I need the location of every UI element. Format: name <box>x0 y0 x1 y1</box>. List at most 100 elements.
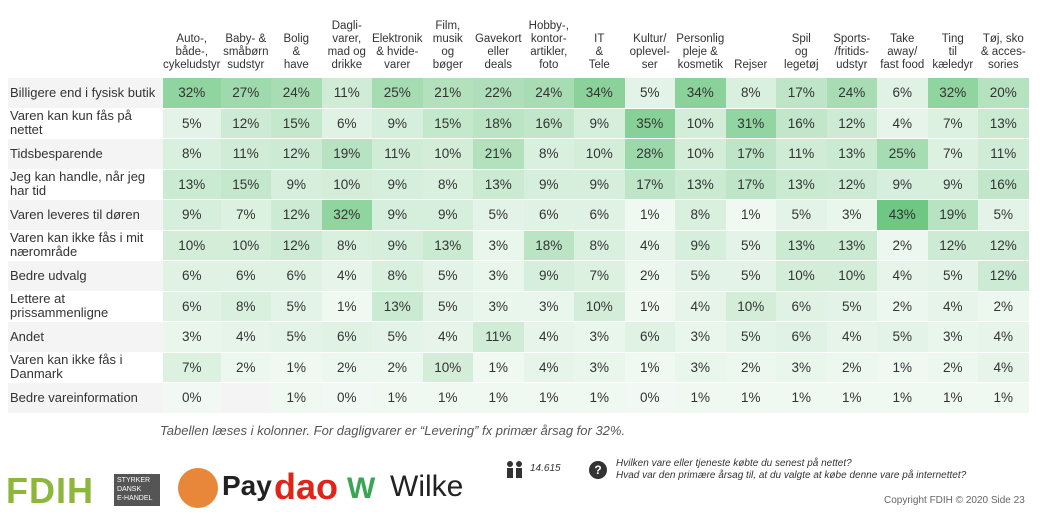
cell: 7% <box>220 199 272 231</box>
cell: 6% <box>523 199 575 231</box>
cell: 2% <box>826 352 878 383</box>
column-header: Film, musik og bøger <box>432 20 463 71</box>
cell: 10% <box>321 169 373 200</box>
cell: 4% <box>978 321 1029 353</box>
people-icon <box>507 461 522 478</box>
cell: 3% <box>776 352 827 383</box>
cell: 2% <box>877 230 928 261</box>
row-label: Varen kan ikke fås i mit nærområde <box>8 230 163 261</box>
cell: 9% <box>422 199 474 231</box>
row: Andet 3% 4% 5% 6% 5% 4% 11% 4% 3% 6% 3% 5% 6% 4% 5% 3% 4% <box>8 321 1029 353</box>
cell: 12% <box>271 230 322 261</box>
header-row: Auto-, både-, cykeludstyr Baby- & småbørn… <box>8 14 1029 78</box>
cell: 2% <box>321 352 373 383</box>
cell: 5% <box>675 260 726 292</box>
row: Varen kan ikke fås i Danmark 7% 2% 1% 2% 2% 10… <box>8 352 1029 383</box>
cell: 5% <box>473 199 524 231</box>
questions: Hvilken vare eller tjeneste købte du sen… <box>616 458 966 482</box>
cell: 1% <box>372 382 423 414</box>
question: Hvad var den primære årsag til, at du va… <box>616 470 967 481</box>
cell: 5% <box>877 321 928 353</box>
cell: 10% <box>826 260 878 292</box>
cell: 22% <box>473 78 524 109</box>
cell: 3% <box>574 352 625 383</box>
cell: 4% <box>523 321 575 353</box>
cell: 3% <box>163 321 221 353</box>
cell: 2% <box>877 291 928 322</box>
cell: 4% <box>624 230 676 261</box>
cell: 1% <box>271 382 322 414</box>
cell: 2% <box>725 352 777 383</box>
cell: 34% <box>675 78 726 109</box>
cell: 3% <box>473 260 524 292</box>
cell: 9% <box>877 169 928 200</box>
row: Varen kan ikke fås i mit nærområde 10% 10%… <box>8 230 1029 261</box>
row: Varen leveres til døren 9% 7% 12% 32% 9% 9% 5% 6… <box>8 199 1029 231</box>
cell: 10% <box>574 291 625 322</box>
cell: 5% <box>624 78 676 109</box>
cell: 6% <box>321 321 373 353</box>
cell: 1% <box>624 291 676 322</box>
cell: 12% <box>978 230 1029 261</box>
cell: 25% <box>877 138 928 170</box>
cell: 10% <box>422 138 474 170</box>
cell: 1% <box>321 291 373 322</box>
logo-w: W <box>347 472 376 505</box>
cell: 18% <box>473 108 524 139</box>
cell: 8% <box>321 230 373 261</box>
cell: 2% <box>220 352 272 383</box>
column-header: Sports- /fritids- udstyr <box>833 33 871 71</box>
cell: 7% <box>574 260 625 292</box>
cell: 5% <box>725 260 777 292</box>
cell: 5% <box>826 291 878 322</box>
cell: 2% <box>624 260 676 292</box>
cell: 5% <box>776 199 827 231</box>
cell: 3% <box>826 199 878 231</box>
column-header: Hobby-, kontor- artikler, foto <box>528 20 569 71</box>
cell: 5% <box>271 321 322 353</box>
cell: 3% <box>927 321 979 353</box>
cell: 9% <box>927 169 979 200</box>
row-label: Varen kan kun fås på nettet <box>8 108 163 139</box>
cell: 13% <box>422 230 474 261</box>
column-header: Bolig & have <box>283 33 310 71</box>
cell: 4% <box>220 321 272 353</box>
cell: 11% <box>776 138 827 170</box>
cell: 5% <box>271 291 322 322</box>
cell: 12% <box>220 108 272 139</box>
note: Tabellen læses i kolonner. For dagligvar… <box>160 423 626 438</box>
cell: 0% <box>624 382 676 414</box>
cell: 11% <box>372 138 423 170</box>
question: Hvilken vare eller tjeneste købte du sen… <box>616 458 852 469</box>
cell: 5% <box>725 230 777 261</box>
cell: 9% <box>372 199 423 231</box>
row-label: Bedre udvalg <box>8 260 163 292</box>
cell: 28% <box>624 138 676 170</box>
cell: 16% <box>776 108 827 139</box>
cell: 6% <box>220 260 272 292</box>
cell: 1% <box>624 352 676 383</box>
cell: 13% <box>163 169 221 200</box>
cell: 13% <box>826 138 878 170</box>
cell: 4% <box>877 108 928 139</box>
cell: 15% <box>220 169 272 200</box>
row: Bedre vareinformation 0% 1% 0% 1% 1% 1% 1% 1% 0% 1… <box>8 382 1029 414</box>
cell: 9% <box>574 108 625 139</box>
cell: 21% <box>422 78 474 109</box>
cell: 3% <box>473 230 524 261</box>
cell: 9% <box>523 169 575 200</box>
cell: 1% <box>473 352 524 383</box>
cell: 34% <box>574 78 625 109</box>
cell: 17% <box>725 138 777 170</box>
cell: 17% <box>725 169 777 200</box>
cell: 19% <box>321 138 373 170</box>
cell <box>220 382 272 414</box>
question-icon: ? <box>589 461 607 479</box>
logo-pay: Pay <box>222 470 272 501</box>
logo-tag: STYRKER DANSK E-HANDEL <box>114 474 160 506</box>
row-label: Lettere at prissammenligne <box>8 291 163 322</box>
cell: 25% <box>372 78 423 109</box>
cell: 1% <box>978 382 1029 414</box>
row-label: Varen leveres til døren <box>8 199 163 231</box>
cell: 6% <box>776 291 827 322</box>
